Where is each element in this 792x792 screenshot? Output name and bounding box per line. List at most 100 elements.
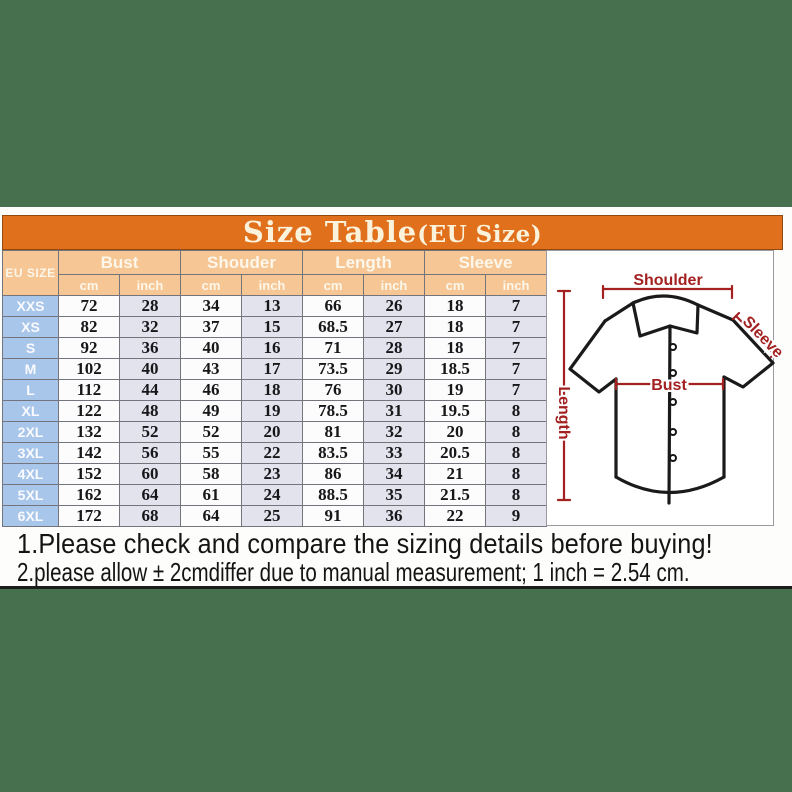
bust-label: Bust	[651, 377, 687, 394]
value-inch-cell: 22	[240, 442, 304, 464]
page-title: Size Table	[242, 215, 418, 249]
value-cm-cell: 82	[58, 316, 120, 338]
unit-header-cm: cm	[58, 274, 120, 296]
value-inch-cell: 15	[240, 316, 304, 338]
bust-measure-line	[614, 377, 725, 391]
value-inch-cell: 28	[119, 295, 181, 317]
value-cm-cell: 142	[58, 442, 120, 464]
value-cm-cell: 19	[424, 379, 487, 401]
value-cm-cell: 18	[424, 295, 487, 317]
row-size-label: L	[2, 379, 59, 401]
value-cm-cell: 68.5	[302, 316, 365, 338]
value-inch-cell: 32	[363, 421, 426, 443]
value-inch-cell: 7	[485, 358, 548, 380]
value-cm-cell: 46	[180, 379, 242, 401]
value-inch-cell: 8	[485, 400, 548, 422]
value-inch-cell: 31	[363, 400, 426, 422]
value-inch-cell: 64	[119, 484, 181, 506]
value-inch-cell: 18	[240, 379, 304, 401]
value-cm-cell: 58	[180, 463, 242, 485]
value-inch-cell: 36	[119, 337, 181, 359]
value-cm-cell: 91	[302, 505, 365, 527]
table-row: L 112 44 46 18 76 30 19 7	[2, 379, 548, 401]
value-inch-cell: 32	[119, 316, 181, 338]
value-cm-cell: 86	[302, 463, 365, 485]
size-table-body: XXS 72 28 34 13 66 26 18 7 XS 82 32 37 15 68.5 27 18 7 S 92…	[2, 295, 548, 527]
table-row: S 92 36 40 16 71 28 18 7	[2, 337, 548, 359]
value-inch-cell: 7	[485, 337, 548, 359]
value-inch-cell: 8	[485, 421, 548, 443]
value-inch-cell: 23	[240, 463, 304, 485]
unit-header-inch: inch	[240, 274, 304, 296]
shirt-outline-icon	[568, 294, 775, 505]
unit-header-cm: cm	[302, 274, 365, 296]
value-inch-cell: 60	[119, 463, 181, 485]
unit-header-cm: cm	[424, 274, 487, 296]
page-title-suffix: (EU Size)	[417, 221, 543, 248]
size-chart-card: Size Table (EU Size) EU SIZE Bust Shouder…	[0, 207, 792, 589]
row-size-label: 6XL	[2, 505, 59, 527]
table-row: 4XL 152 60 58 23 86 34 21 8	[2, 463, 548, 485]
row-size-label: 2XL	[2, 421, 59, 443]
value-cm-cell: 81	[302, 421, 365, 443]
value-cm-cell: 78.5	[302, 400, 365, 422]
value-inch-cell: 16	[240, 337, 304, 359]
value-cm-cell: 76	[302, 379, 365, 401]
value-inch-cell: 19	[240, 400, 304, 422]
value-cm-cell: 37	[180, 316, 242, 338]
value-cm-cell: 64	[180, 505, 242, 527]
row-size-label: XS	[2, 316, 59, 338]
value-cm-cell: 152	[58, 463, 120, 485]
value-inch-cell: 28	[363, 337, 426, 359]
value-cm-cell: 102	[58, 358, 120, 380]
title-bar: Size Table (EU Size)	[2, 215, 783, 250]
value-cm-cell: 73.5	[302, 358, 365, 380]
value-inch-cell: 7	[485, 316, 548, 338]
value-inch-cell: 26	[363, 295, 426, 317]
table-unit-header-row: cm inch cm inch cm inch cm inch	[3, 274, 548, 296]
row-size-label: 4XL	[2, 463, 59, 485]
table-row: XL 122 48 49 19 78.5 31 19.5 8	[2, 400, 548, 422]
value-inch-cell: 35	[363, 484, 426, 506]
value-cm-cell: 61	[180, 484, 242, 506]
value-inch-cell: 13	[240, 295, 304, 317]
sleeve-measure-line	[731, 311, 779, 359]
value-cm-cell: 66	[302, 295, 365, 317]
value-inch-cell: 29	[363, 358, 426, 380]
value-cm-cell: 83.5	[302, 442, 365, 464]
shirt-measurement-diagram: Shoulder Sleeve Bust Length	[546, 250, 786, 526]
value-inch-cell: 8	[485, 484, 548, 506]
value-inch-cell: 52	[119, 421, 181, 443]
value-cm-cell: 162	[58, 484, 120, 506]
note-line-2: 2.please allow ± 2cmdiffer due to manual…	[17, 557, 690, 587]
unit-header-inch: inch	[363, 274, 426, 296]
value-inch-cell: 7	[485, 379, 548, 401]
value-cm-cell: 34	[180, 295, 242, 317]
value-cm-cell: 21	[424, 463, 487, 485]
value-cm-cell: 40	[180, 337, 242, 359]
value-cm-cell: 18.5	[424, 358, 487, 380]
note-line-1: 1.Please check and compare the sizing de…	[17, 528, 713, 559]
table-row: XS 82 32 37 15 68.5 27 18 7	[2, 316, 548, 338]
value-cm-cell: 132	[58, 421, 120, 443]
table-row: XXS 72 28 34 13 66 26 18 7	[2, 295, 548, 317]
table-row: 3XL 142 56 55 22 83.5 33 20.5 8	[2, 442, 548, 464]
value-inch-cell: 9	[485, 505, 548, 527]
value-inch-cell: 7	[485, 295, 548, 317]
value-inch-cell: 30	[363, 379, 426, 401]
row-size-label: XXS	[2, 295, 59, 317]
value-cm-cell: 55	[180, 442, 242, 464]
value-cm-cell: 72	[58, 295, 120, 317]
size-table: EU SIZE Bust Shouder Length Sleeve cm in…	[2, 250, 548, 527]
value-cm-cell: 88.5	[302, 484, 365, 506]
value-inch-cell: 20	[240, 421, 304, 443]
eu-size-header: EU SIZE	[2, 250, 59, 296]
row-size-label: M	[2, 358, 59, 380]
row-size-label: XL	[2, 400, 59, 422]
value-inch-cell: 8	[485, 442, 548, 464]
value-inch-cell: 34	[363, 463, 426, 485]
value-cm-cell: 22	[424, 505, 487, 527]
value-inch-cell: 44	[119, 379, 181, 401]
table-row: 6XL 172 68 64 25 91 36 22 9	[2, 505, 548, 527]
value-inch-cell: 68	[119, 505, 181, 527]
